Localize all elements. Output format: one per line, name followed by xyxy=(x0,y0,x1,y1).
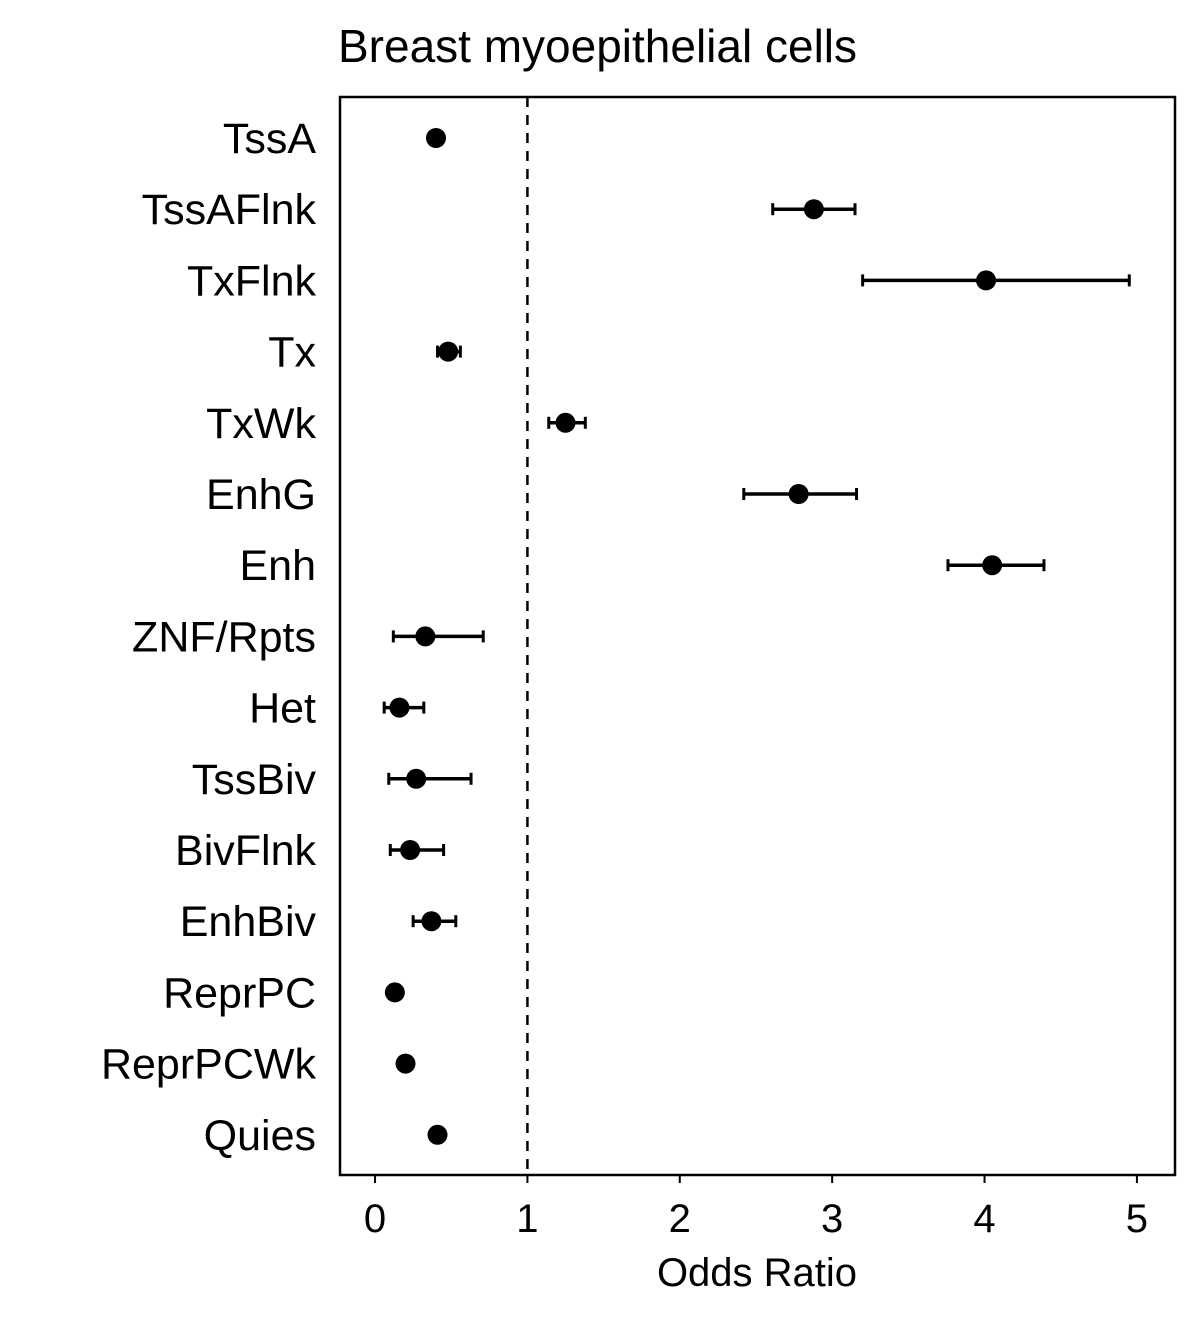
data-point xyxy=(976,270,997,291)
data-point xyxy=(555,412,576,433)
y-category-label: Enh xyxy=(239,542,316,590)
y-category-label: Quies xyxy=(204,1112,316,1160)
y-category-label: Tx xyxy=(268,329,316,377)
y-axis-category-labels: TssA TssAFlnk TxFlnk Tx TxWk EnhG Enh ZNF/Rpts H… xyxy=(101,115,317,1160)
data-point xyxy=(803,199,824,220)
y-category-label: ReprPC xyxy=(163,969,316,1017)
data-point xyxy=(395,1053,416,1074)
y-category-label: TssBiv xyxy=(192,756,317,804)
x-tick-label: 3 xyxy=(821,1197,843,1241)
data-point xyxy=(421,911,442,932)
x-tick-label: 0 xyxy=(364,1197,386,1241)
y-category-label: TxWk xyxy=(206,400,316,448)
data-point xyxy=(384,982,405,1003)
data-point xyxy=(406,768,427,789)
y-category-label: ReprPCWk xyxy=(101,1041,317,1089)
data-point xyxy=(400,840,421,860)
data-point xyxy=(415,626,436,647)
x-axis-label: Odds Ratio xyxy=(657,1251,857,1295)
y-category-label: TssA xyxy=(223,115,317,163)
x-tick-label: 4 xyxy=(973,1197,995,1241)
data-points xyxy=(384,128,1003,1145)
y-category-label: EnhBiv xyxy=(180,898,317,946)
x-tick-label: 5 xyxy=(1126,1197,1148,1241)
data-point xyxy=(788,484,809,504)
y-category-label: Het xyxy=(249,685,316,733)
y-category-label: ZNF/Rpts xyxy=(132,613,316,661)
y-category-label: TxFlnk xyxy=(187,257,317,305)
data-point xyxy=(982,555,1003,576)
data-point xyxy=(389,697,410,718)
plot-frame xyxy=(338,95,1177,1177)
chart-title: Breast myoepithelial cells xyxy=(338,20,857,72)
y-category-label: BivFlnk xyxy=(175,827,316,875)
x-axis-ticks: 0 1 2 3 4 5 xyxy=(364,1175,1148,1241)
data-point xyxy=(438,341,459,362)
y-category-label: EnhG xyxy=(206,471,316,519)
y-category-label: TssAFlnk xyxy=(142,186,317,234)
data-point xyxy=(425,128,446,148)
data-point xyxy=(427,1124,448,1145)
x-tick-label: 1 xyxy=(516,1197,538,1241)
x-tick-label: 2 xyxy=(669,1197,691,1241)
error-bars xyxy=(382,132,1131,1141)
